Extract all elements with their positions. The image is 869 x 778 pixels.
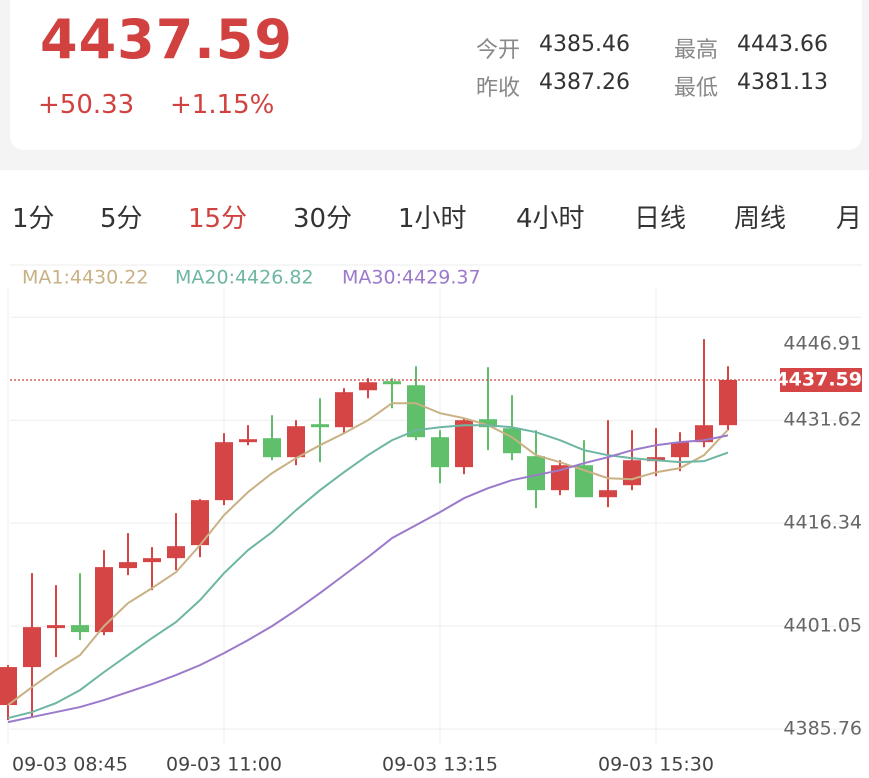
x-tick-label: 09-03 11:00 bbox=[166, 754, 282, 776]
candle-body bbox=[383, 381, 401, 385]
timeframe-tab[interactable]: 周线 bbox=[734, 204, 787, 234]
y-tick-label: 4416.34 bbox=[783, 512, 862, 534]
candle-body bbox=[431, 437, 449, 468]
legend-entry: MA20:4426.82 bbox=[175, 267, 314, 289]
stat-label: 昨收 bbox=[476, 76, 521, 101]
x-tick-label: 09-03 08:45 bbox=[12, 754, 128, 776]
candle-body bbox=[335, 392, 353, 428]
candle-body bbox=[695, 425, 713, 443]
candle-body bbox=[215, 442, 233, 501]
y-tick-label: 4385.76 bbox=[783, 718, 862, 740]
candle-body bbox=[311, 424, 329, 428]
candle-body bbox=[143, 558, 161, 563]
timeframe-tab[interactable]: 30分 bbox=[293, 204, 353, 234]
y-tick-label: 4446.91 bbox=[783, 333, 862, 355]
timeframe-tab[interactable]: 4小时 bbox=[516, 204, 585, 234]
timeframe-tab[interactable]: 15分 bbox=[188, 204, 248, 234]
candle-body bbox=[239, 439, 257, 443]
last-price-tag bbox=[780, 367, 862, 392]
candle-body bbox=[119, 562, 137, 569]
stat-value: 4387.26 bbox=[539, 70, 630, 95]
current-price: 4437.59 bbox=[40, 8, 293, 71]
candle-body bbox=[47, 625, 65, 629]
stat-label: 今开 bbox=[476, 38, 521, 63]
candle-body bbox=[287, 426, 305, 458]
stat-value: 4381.13 bbox=[737, 70, 828, 95]
chart-panel: 1分 5分 15分 30分 1小时 4小时 日线 周线 月 bbox=[0, 170, 869, 778]
legend-entry: MA30:4429.37 bbox=[342, 267, 481, 289]
timeframe-tab[interactable]: 1分 bbox=[12, 204, 55, 234]
timeframe-tab[interactable]: 5分 bbox=[100, 204, 143, 234]
last-price-label: 4437.59 bbox=[775, 368, 862, 390]
stat-label: 最高 bbox=[674, 38, 719, 63]
y-tick-label: 4401.05 bbox=[783, 615, 862, 637]
candle-body bbox=[455, 420, 473, 468]
candle-body bbox=[479, 419, 497, 428]
ma-line bbox=[7, 424, 729, 720]
timeframe-tab[interactable]: 1小时 bbox=[398, 204, 467, 234]
candle-body bbox=[623, 460, 641, 486]
candle-body bbox=[71, 625, 89, 633]
timeframe-tab[interactable]: 日线 bbox=[634, 204, 687, 234]
candle-body bbox=[359, 382, 377, 391]
x-tick-label: 09-03 15:30 bbox=[598, 754, 714, 776]
price-change: +50.33 bbox=[38, 90, 135, 120]
x-tick-label: 09-03 13:15 bbox=[382, 754, 498, 776]
candle-body bbox=[167, 546, 185, 559]
stat-value: 4443.66 bbox=[737, 32, 828, 57]
stat-label: 最低 bbox=[674, 76, 719, 101]
candle-body bbox=[719, 379, 737, 426]
candle-body bbox=[23, 627, 41, 668]
candle-body bbox=[191, 500, 209, 546]
candle-body bbox=[647, 457, 665, 462]
ma-line bbox=[7, 434, 729, 724]
candle-body bbox=[599, 490, 617, 498]
candle-body bbox=[407, 385, 425, 438]
candle-body bbox=[527, 456, 545, 491]
candle-body bbox=[0, 667, 17, 706]
price-change-pct: +1.15% bbox=[170, 90, 275, 120]
candle-body bbox=[671, 442, 689, 458]
y-tick-label: 4431.62 bbox=[783, 409, 862, 431]
legend-entry: MA1:4430.22 bbox=[22, 267, 148, 289]
candle-body bbox=[263, 438, 281, 458]
candle-body bbox=[95, 567, 113, 633]
quote-card: 4437.59 +50.33 +1.15% 今开 4385.46 最高 4443… bbox=[10, 0, 862, 150]
timeframe-tab[interactable]: 月 bbox=[836, 204, 863, 234]
stat-value: 4385.46 bbox=[539, 32, 630, 57]
ma-line bbox=[7, 402, 729, 706]
candle-body bbox=[575, 465, 593, 498]
